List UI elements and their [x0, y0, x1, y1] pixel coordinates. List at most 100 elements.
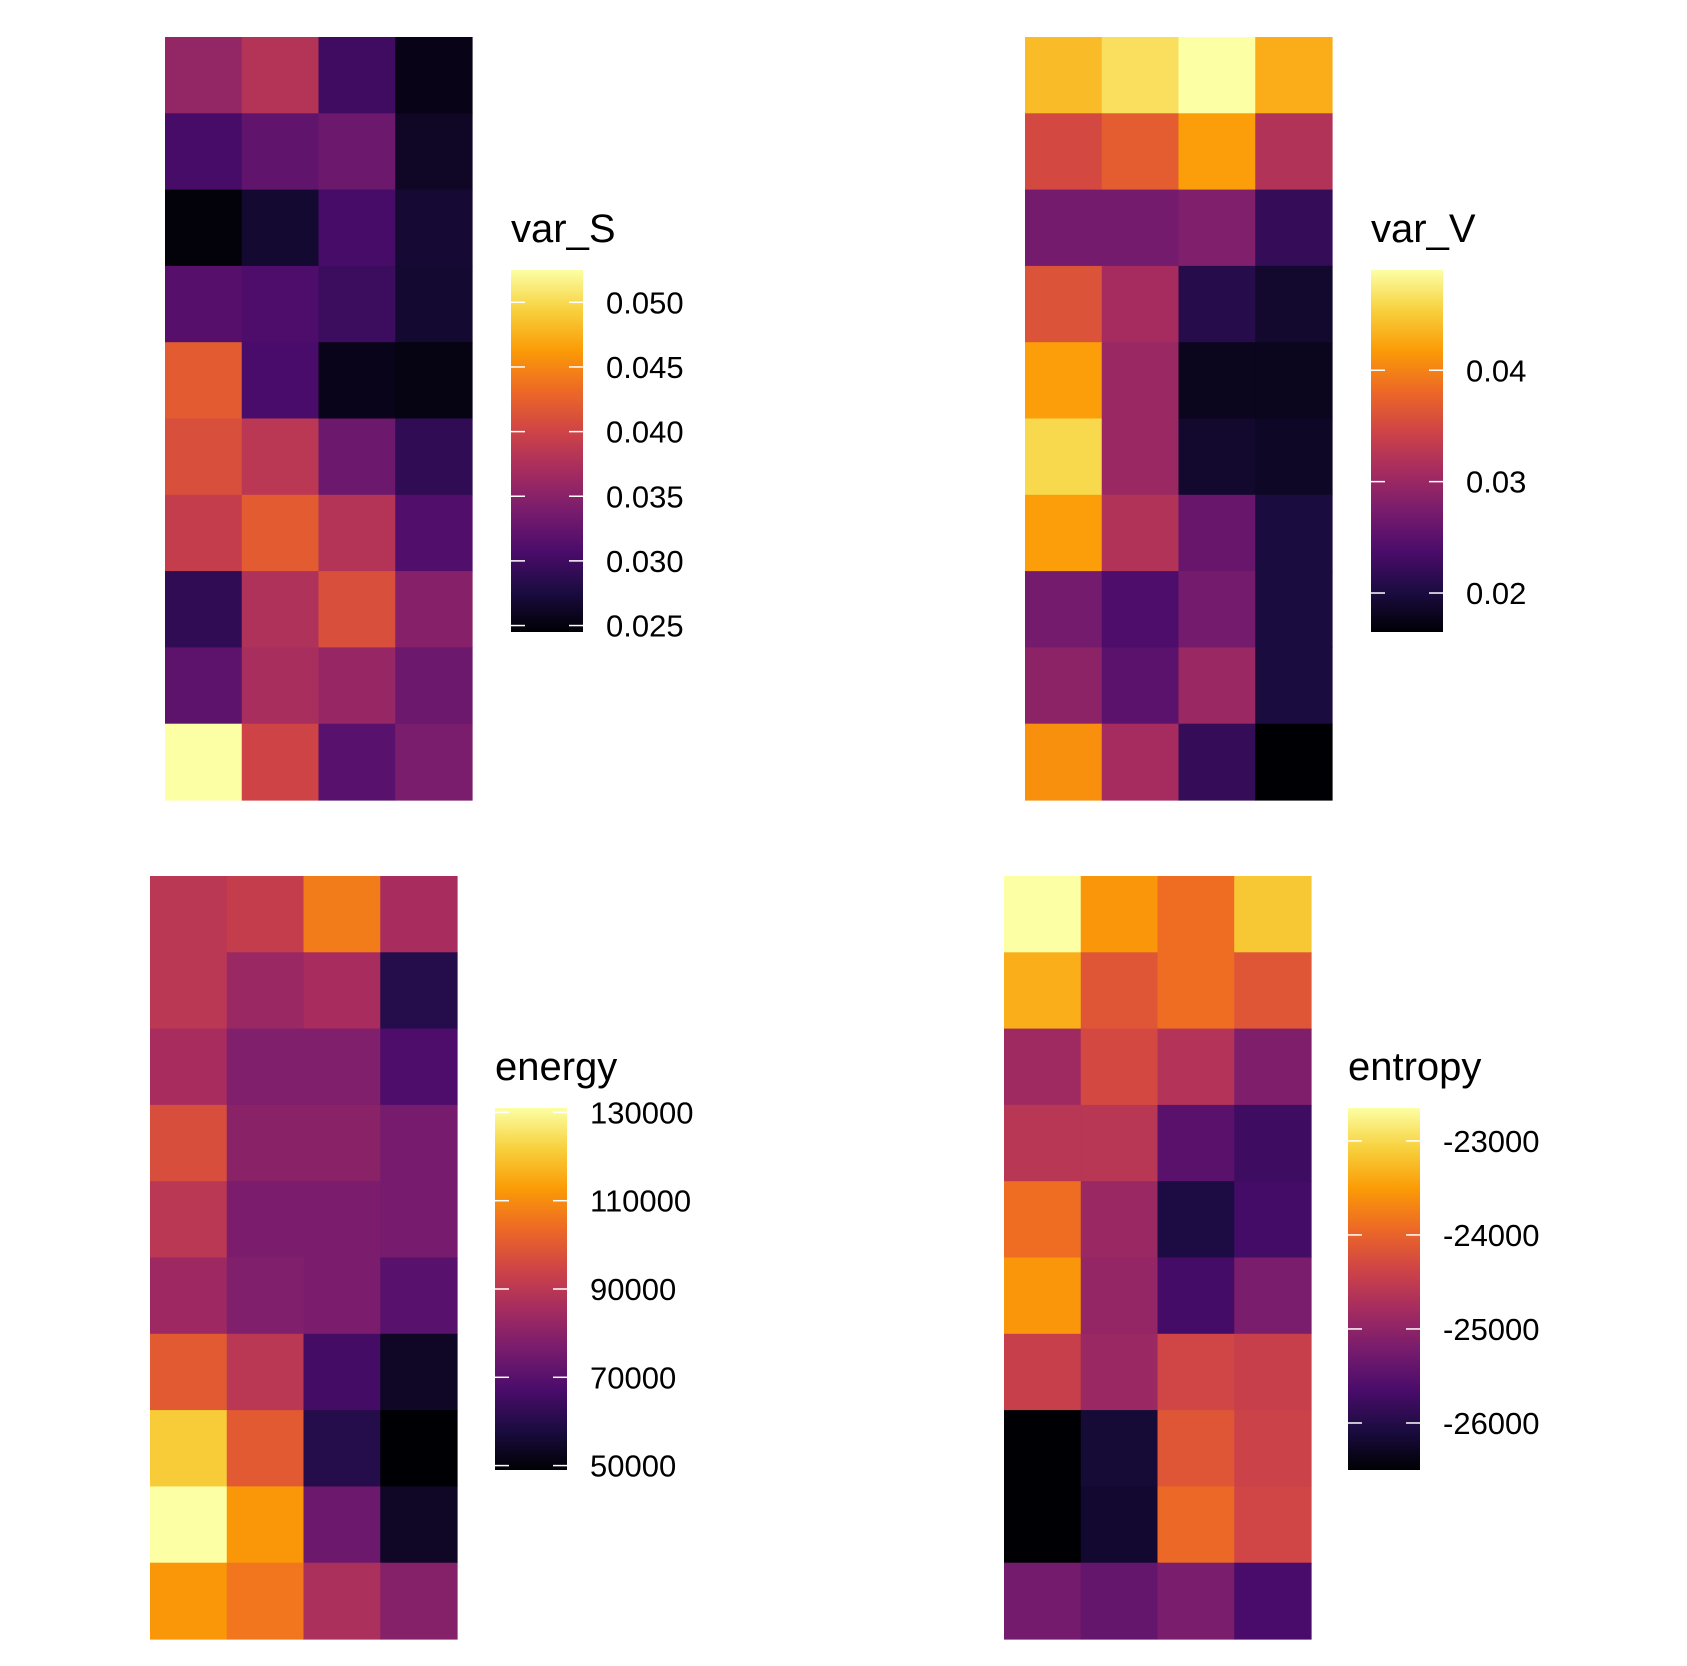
var-s-heatmap-cell — [165, 723, 243, 801]
var-v-heatmap-cell — [1255, 571, 1333, 648]
var-s-heatmap-cell — [395, 571, 473, 648]
var-v-heatmap-cell — [1178, 265, 1256, 343]
entropy-heatmap-cell — [1080, 952, 1159, 1030]
energy-heatmap-cell — [226, 1257, 305, 1335]
energy-tick-label: 50000 — [590, 1449, 676, 1484]
energy-heatmap-cell — [380, 1410, 458, 1487]
var-v-heatmap-cell — [1101, 113, 1180, 191]
energy-heatmap-cell — [380, 1181, 458, 1259]
energy-heatmap-cell — [226, 1181, 305, 1259]
var-v-heatmap-cell — [1178, 37, 1256, 114]
var-s-heatmap-cell — [241, 113, 320, 191]
var-v-heatmap-cell — [1025, 342, 1103, 420]
entropy-heatmap-cell — [1234, 1257, 1312, 1335]
var-s-tick-label: 0.045 — [606, 350, 684, 385]
entropy-heatmap-cell — [1234, 952, 1312, 1030]
entropy-heatmap-cell — [1080, 1181, 1159, 1259]
var-v-heatmap-cell — [1178, 418, 1256, 496]
var-s-heatmap-cell — [241, 37, 320, 114]
var-v-heatmap-cell — [1178, 571, 1256, 648]
entropy-tick-label: -23000 — [1443, 1124, 1540, 1159]
entropy-heatmap-cell — [1234, 1028, 1312, 1106]
var-v-heatmap-cell — [1178, 342, 1256, 420]
var-s-heatmap-cell — [318, 571, 396, 648]
entropy-heatmap-cell — [1157, 1486, 1235, 1564]
var-s-heatmap-cell — [395, 647, 473, 725]
energy-heatmap-cell — [150, 1562, 228, 1640]
var-v-heatmap-cell — [1255, 342, 1333, 420]
energy-heatmap-cell — [380, 1486, 458, 1564]
entropy-heatmap-cell — [1080, 1028, 1159, 1106]
energy-heatmap-cell — [303, 1562, 381, 1640]
energy-heatmap-cell — [380, 876, 458, 953]
var-v-heatmap-cell — [1255, 265, 1333, 343]
var-s-heatmap-cell — [318, 37, 396, 114]
var-s-heatmap-cell — [165, 418, 243, 496]
entropy-heatmap-cell — [1234, 1333, 1312, 1411]
var-v-heatmap-cell — [1025, 647, 1103, 725]
var-s-heatmap-cell — [241, 571, 320, 648]
var-s-legend-title: var_S — [511, 207, 616, 251]
energy-tick-label: 70000 — [590, 1360, 676, 1395]
var-v-heatmap-cell — [1178, 723, 1256, 801]
var-s-tick-label: 0.035 — [606, 479, 684, 514]
energy-heatmap-cell — [226, 1486, 305, 1564]
var-s-heatmap-cell — [395, 265, 473, 343]
var-v-legend-title: var_V — [1371, 207, 1476, 251]
var-s-heatmap-cell — [241, 723, 320, 801]
var-s-heatmap-cell — [241, 494, 320, 572]
entropy-heatmap-cell — [1234, 876, 1312, 953]
energy-heatmap-cell — [303, 1028, 381, 1106]
var-v-heatmap-cell — [1255, 723, 1333, 801]
var-s-heatmap-cell — [165, 189, 243, 267]
entropy-panel: entropy -26000 -25000 -24000 -23000 — [1004, 876, 1540, 1640]
var-s-heatmap-cell — [165, 342, 243, 420]
var-s-heatmap-cell — [318, 265, 396, 343]
var-v-heatmap-cell — [1255, 37, 1333, 114]
var-s-heatmap-cell — [318, 189, 396, 267]
var-v-heatmap-cell — [1025, 113, 1103, 191]
energy-heatmap-cell — [303, 1410, 381, 1487]
var-s-heatmap-cell — [318, 418, 396, 496]
energy-tick-label: 130000 — [590, 1095, 693, 1130]
entropy-tick-label: -25000 — [1443, 1312, 1540, 1347]
entropy-heatmap-cell — [1080, 1486, 1159, 1564]
entropy-heatmap-cell — [1157, 952, 1235, 1030]
energy-heatmap-cell — [226, 1333, 305, 1411]
entropy-heatmap-cell — [1080, 1104, 1159, 1182]
energy-heatmap-cell — [150, 1181, 228, 1259]
var-s-heatmap-cell — [318, 494, 396, 572]
entropy-heatmap-cell — [1004, 1486, 1082, 1564]
entropy-heatmap-cell — [1157, 1333, 1235, 1411]
var-v-heatmap-cell — [1101, 418, 1180, 496]
entropy-legend-title: entropy — [1348, 1045, 1481, 1089]
var-s-heatmap-cell — [395, 494, 473, 572]
var-s-tick-label: 0.025 — [606, 609, 684, 644]
var-v-heatmap-cell — [1025, 723, 1103, 801]
var-s-heatmap-cell — [241, 189, 320, 267]
energy-heatmap-cell — [150, 1028, 228, 1106]
var-s-heatmap-cells — [165, 37, 473, 801]
entropy-heatmap-cell — [1080, 1410, 1159, 1487]
entropy-legend: entropy -26000 -25000 -24000 -23000 — [1348, 1045, 1540, 1470]
var-s-heatmap-cell — [241, 342, 320, 420]
var-s-heatmap-cell — [241, 418, 320, 496]
var-s-heatmap-cell — [395, 342, 473, 420]
energy-heatmap-cell — [380, 1257, 458, 1335]
var-s-heatmap-cell — [318, 113, 396, 191]
var-v-heatmap-cell — [1178, 113, 1256, 191]
energy-heatmap-cell — [380, 1333, 458, 1411]
energy-heatmap-cell — [226, 1104, 305, 1182]
entropy-heatmap-cell — [1004, 1333, 1082, 1411]
var-s-heatmap-cell — [165, 494, 243, 572]
energy-heatmap-cell — [380, 1104, 458, 1182]
entropy-heatmap-cell — [1004, 1410, 1082, 1487]
energy-heatmap-cell — [226, 1028, 305, 1106]
var-v-heatmap-cell — [1101, 265, 1180, 343]
var-v-heatmap-cell — [1101, 647, 1180, 725]
energy-heatmap-cells — [150, 876, 458, 1640]
entropy-heatmap-cell — [1080, 1257, 1159, 1335]
energy-heatmap-cell — [150, 1410, 228, 1487]
var-s-heatmap-cell — [395, 37, 473, 114]
entropy-heatmap-cell — [1004, 952, 1082, 1030]
